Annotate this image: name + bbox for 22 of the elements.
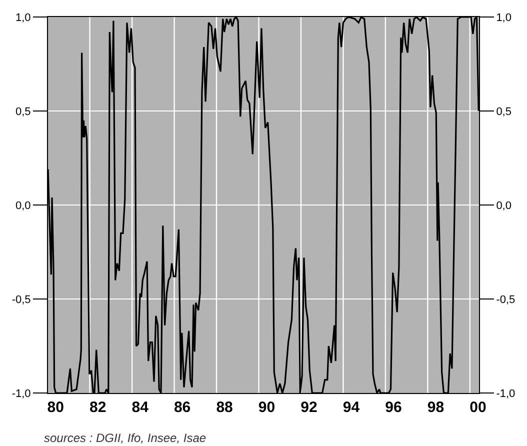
y-tick-label: -1,0 [12, 388, 31, 400]
x-tick-label: 88 [216, 399, 233, 416]
x-tick-label: 96 [385, 399, 402, 416]
y2-tick-label: -1,0 [496, 388, 516, 400]
x-tick-label: 90 [258, 399, 276, 416]
x-tick-label: 00 [470, 399, 486, 416]
y2-tick-label: 0,5 [496, 106, 512, 118]
x-tick-label: 98 [427, 399, 444, 416]
y2-tick-label: 0,0 [496, 200, 512, 212]
x-tick-label: 84 [132, 399, 150, 416]
y-tick-label: 1,0 [16, 12, 31, 24]
y-tick-label: 0,0 [16, 200, 31, 212]
x-tick-label: 82 [89, 399, 106, 416]
y2-tick-label: 1,0 [496, 12, 512, 24]
y2-tick-label: -0,5 [496, 294, 516, 306]
x-tick-label: 92 [300, 399, 318, 416]
source-note: sources : DGII, Ifo, Insee, Isae [44, 431, 206, 445]
x-tick-label: 86 [174, 399, 191, 416]
y-tick-label: -0,5 [12, 294, 31, 306]
y-tick-label: 0,5 [16, 106, 31, 118]
x-tick-label: 80 [47, 399, 64, 416]
x-tick-label: 94 [342, 399, 360, 416]
